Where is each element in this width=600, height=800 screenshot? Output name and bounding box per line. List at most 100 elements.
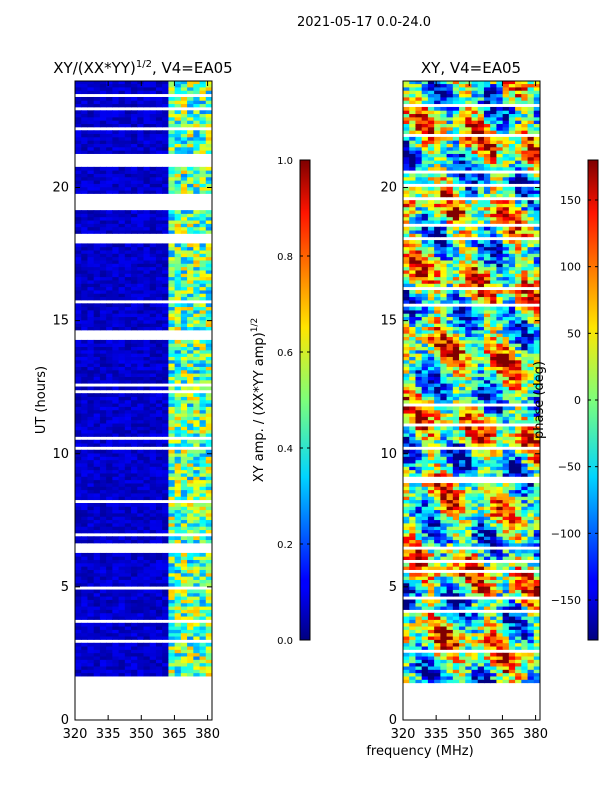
heatmap-cell bbox=[99, 512, 107, 517]
heatmap-cell bbox=[174, 290, 182, 294]
heatmap-cell bbox=[149, 519, 157, 524]
heatmap-cell bbox=[81, 83, 89, 88]
heatmap-cell bbox=[199, 596, 207, 600]
heatmap-cell bbox=[131, 416, 138, 421]
heatmap-cell bbox=[118, 223, 126, 228]
heatmap-cell bbox=[403, 679, 410, 684]
heatmap-cell bbox=[162, 602, 170, 607]
heatmap-cell bbox=[155, 246, 163, 251]
heatmap-cell bbox=[168, 373, 176, 377]
heatmap-cell bbox=[496, 619, 504, 624]
heatmap-cell bbox=[515, 619, 522, 624]
heatmap-cell bbox=[168, 376, 176, 381]
heatmap-cell bbox=[106, 130, 113, 134]
heatmap-cell bbox=[187, 103, 194, 108]
heatmap-cell bbox=[496, 526, 504, 531]
heatmap-cell bbox=[187, 226, 194, 231]
heatmap-cell bbox=[459, 579, 466, 584]
heatmap-cell bbox=[533, 443, 540, 447]
heatmap-cell bbox=[421, 576, 429, 580]
heatmap-cell bbox=[143, 146, 151, 151]
heatmap-cell bbox=[502, 562, 510, 567]
heatmap-cell bbox=[143, 606, 151, 610]
heatmap-cell bbox=[93, 376, 101, 381]
heatmap-cell bbox=[143, 629, 151, 634]
heatmap-cell bbox=[427, 473, 435, 477]
heatmap-cell bbox=[106, 406, 113, 411]
heatmap-cell bbox=[199, 669, 207, 674]
heatmap-cell bbox=[118, 503, 126, 507]
heatmap-cell bbox=[131, 366, 138, 371]
heatmap-cell bbox=[174, 433, 182, 437]
heatmap-cell bbox=[99, 366, 107, 371]
heatmap-cell bbox=[81, 133, 89, 138]
heatmap-cell bbox=[477, 509, 485, 514]
heatmap-cell bbox=[131, 406, 138, 411]
heatmap-cell bbox=[421, 406, 429, 411]
heatmap-cell bbox=[490, 466, 498, 471]
heatmap-cell bbox=[471, 532, 479, 537]
heatmap-cell bbox=[415, 606, 423, 610]
heatmap-cell bbox=[180, 343, 188, 347]
heatmap-cell bbox=[187, 270, 194, 274]
heatmap-cell bbox=[118, 399, 126, 404]
heatmap-cell bbox=[205, 110, 212, 115]
heatmap-cell bbox=[168, 280, 176, 284]
heatmap-cell bbox=[81, 629, 89, 634]
heatmap-cell bbox=[99, 250, 107, 254]
heatmap-cell bbox=[137, 439, 145, 444]
heatmap-cell bbox=[205, 170, 212, 174]
heatmap-cell bbox=[162, 652, 170, 657]
heatmap-cell bbox=[205, 536, 212, 541]
heatmap-cell bbox=[99, 536, 107, 541]
heatmap-cell bbox=[409, 632, 417, 637]
heatmap-cell bbox=[187, 512, 194, 517]
heatmap-cell bbox=[99, 443, 107, 447]
heatmap-cell bbox=[143, 426, 151, 431]
heatmap-cell bbox=[174, 609, 182, 614]
heatmap-cell bbox=[87, 366, 95, 371]
heatmap-cell bbox=[440, 556, 448, 560]
heatmap-cell bbox=[99, 146, 107, 151]
heatmap-cell bbox=[199, 433, 207, 437]
heatmap-cell bbox=[155, 223, 163, 228]
heatmap-cell bbox=[459, 419, 466, 424]
heatmap-cell bbox=[409, 646, 417, 650]
heatmap-cell bbox=[415, 602, 423, 607]
heatmap-cell bbox=[118, 609, 126, 614]
heatmap-cell bbox=[93, 459, 101, 464]
heatmap-cell bbox=[521, 489, 529, 494]
heatmap-cell bbox=[403, 459, 410, 464]
heatmap-cell bbox=[174, 100, 182, 105]
heatmap-cell bbox=[434, 672, 441, 677]
heatmap-cell bbox=[527, 429, 535, 434]
heatmap-cell bbox=[131, 173, 138, 178]
heatmap-cell bbox=[421, 503, 429, 507]
heatmap-cell bbox=[446, 486, 454, 491]
heatmap-cell bbox=[180, 579, 188, 584]
heatmap-cell bbox=[205, 589, 212, 594]
heatmap-cell bbox=[421, 652, 429, 657]
heatmap-cell bbox=[106, 466, 113, 471]
heatmap-cell bbox=[180, 512, 188, 517]
heatmap-cell bbox=[143, 296, 151, 301]
heatmap-cell bbox=[168, 319, 176, 324]
heatmap-cell bbox=[459, 453, 466, 457]
heatmap-cell bbox=[427, 632, 435, 637]
heatmap-cell bbox=[440, 599, 448, 604]
heatmap-cell bbox=[124, 313, 132, 318]
heatmap-cell bbox=[521, 499, 529, 504]
heatmap-cell bbox=[124, 253, 132, 258]
heatmap-cell bbox=[137, 449, 145, 454]
heatmap-cell bbox=[143, 263, 151, 268]
heatmap-cell bbox=[477, 576, 485, 580]
phase-heatmap bbox=[403, 81, 540, 684]
heatmap-cell bbox=[205, 409, 212, 414]
heatmap-cell bbox=[87, 493, 95, 497]
heatmap-cell bbox=[521, 566, 529, 570]
heatmap-cell bbox=[131, 509, 138, 514]
heatmap-cell bbox=[81, 433, 89, 437]
heatmap-cell bbox=[193, 123, 201, 128]
heatmap-cell bbox=[155, 522, 163, 527]
heatmap-cell bbox=[193, 110, 201, 115]
